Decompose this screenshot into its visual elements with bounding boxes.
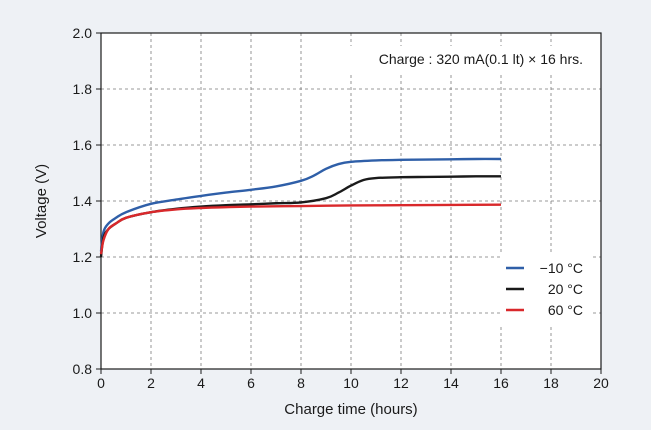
x-tick-label: 12 (393, 375, 409, 391)
series-line (99, 203, 502, 255)
x-tick-label: 18 (543, 375, 559, 391)
x-tick-label: 10 (343, 375, 359, 391)
series-line (99, 157, 502, 252)
y-tick-label: 1.6 (73, 137, 93, 153)
y-tick-label: 1.2 (73, 249, 93, 265)
y-tick-label: 1.0 (73, 305, 93, 321)
x-tick-label: 16 (493, 375, 509, 391)
y-tick-label: 0.8 (73, 361, 93, 377)
charge-annotation: Charge : 320 mA(0.1 lt) × 16 hrs. (379, 51, 583, 67)
x-tick-label: 6 (247, 375, 255, 391)
x-tick-label: 4 (197, 375, 205, 391)
x-tick-label: 2 (147, 375, 155, 391)
annotation-background (322, 46, 590, 72)
y-tick-label: 1.4 (73, 193, 93, 209)
series-lines (99, 157, 502, 258)
x-axis-label: Charge time (hours) (284, 401, 417, 418)
legend: −10 °C 20 °C 60 °C (500, 252, 592, 326)
legend-label: −10 °C (540, 260, 583, 276)
x-tick-label: 14 (443, 375, 459, 391)
y-tick-label: 2.0 (73, 25, 93, 41)
y-axis-label: Voltage (V) (33, 164, 50, 238)
axis-ticks: 0 2 4 6 8 10 12 14 16 18 20 0.8 1.0 1.2 1.4 1.6 1.8 2.0 (73, 25, 609, 391)
x-tick-label: 20 (593, 375, 609, 391)
legend-label: 60 °C (548, 302, 583, 318)
y-tick-label: 1.8 (73, 81, 93, 97)
x-tick-label: 8 (297, 375, 305, 391)
legend-label: 20 °C (548, 281, 583, 297)
x-tick-label: 0 (97, 375, 105, 391)
